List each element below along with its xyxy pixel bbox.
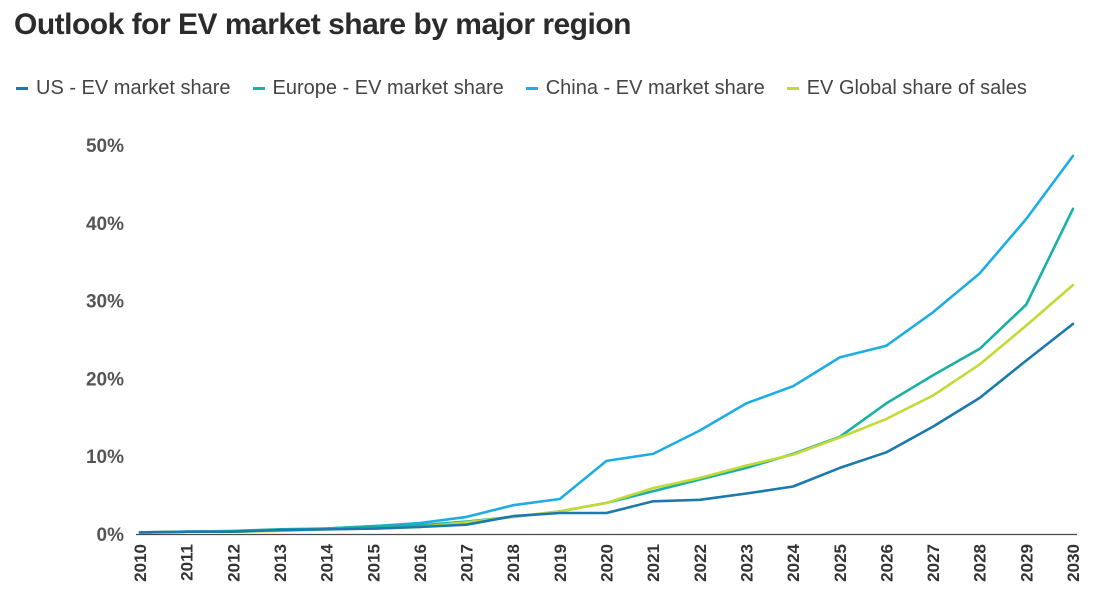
legend-label-us: US - EV market share [36,76,231,99]
x-tick-label: 2027 [924,544,943,582]
y-tick-label: 40% [86,214,124,235]
x-tick-label: 2021 [644,544,663,582]
x-tick-label: 2029 [1017,544,1036,582]
x-tick-label: 2030 [1064,544,1083,582]
legend-label-europe: Europe - EV market share [272,76,504,99]
y-axis: 0% 10% 20% 30% 40% 50% [86,136,124,546]
x-tick-label: 2019 [551,544,570,582]
legend-item-global: EV Global share of sales [786,76,1027,100]
x-tick-label: 2026 [877,544,896,582]
x-tick-label: 2025 [831,544,850,582]
legend-item-europe: Europe - EV market share [252,76,504,100]
legend-item-china: China - EV market share [525,76,765,100]
x-tick-label: 2013 [271,544,290,582]
y-tick-label: 20% [86,369,124,390]
legend-swatch-us [16,86,28,90]
x-tick-label: 2017 [458,544,477,582]
chart-title: Outlook for EV market share by major reg… [14,8,632,41]
y-tick-label: 30% [86,292,124,313]
x-tick-label: 2016 [411,544,430,582]
x-tick-label: 2028 [971,544,990,582]
series-line-china [138,154,1075,534]
x-tick-label: 2010 [131,544,150,582]
x-tick-label: 2014 [318,543,337,581]
x-tick-label: 2015 [364,544,383,582]
legend-swatch-europe [252,86,265,90]
y-tick-label: 10% [86,447,124,468]
legend-label-global: EV Global share of sales [806,76,1027,99]
y-tick-label: 50% [86,136,124,157]
legend-label-china: China - EV market share [545,76,765,99]
x-axis: 2010 2011 2012 2013 2014 2015 2016 2017 2018 2019… [131,533,1083,582]
series-line-europe [138,207,1075,534]
x-tick-label: 2020 [598,544,617,582]
legend-swatch-global [786,86,799,90]
chart-legend: US - EV market share Europe - EV market … [16,74,1027,102]
series-lines [138,154,1075,534]
x-tick-label: 2012 [224,544,243,582]
x-tick-label: 2023 [737,544,756,582]
series-line-us [138,322,1075,534]
x-tick-label: 2011 [178,544,197,581]
x-tick-label: 2018 [504,544,523,582]
x-tick-label: 2022 [691,544,710,582]
x-tick-label: 2024 [784,543,803,581]
series-line-ev [138,283,1075,534]
y-tick-label: 0% [97,525,125,546]
legend-swatch-china [525,86,538,90]
legend-item-us: US - EV market share [16,77,231,100]
